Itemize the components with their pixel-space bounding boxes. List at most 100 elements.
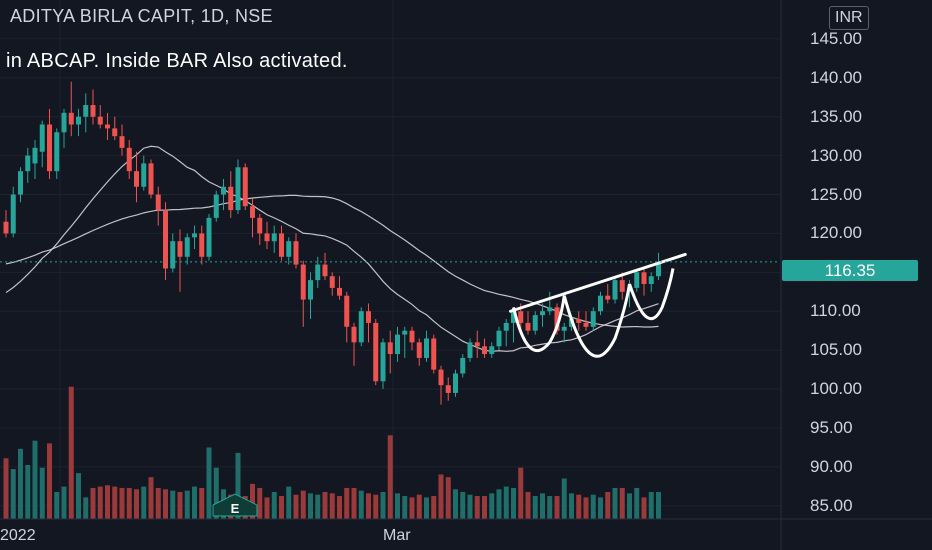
earnings-marker[interactable]: E <box>212 493 258 517</box>
cup-left <box>512 295 566 353</box>
candle <box>460 354 466 378</box>
volume-bar <box>467 494 473 519</box>
volume-bar <box>163 489 168 519</box>
candle-body <box>634 272 640 288</box>
candle-body <box>438 369 444 386</box>
volume-bar <box>431 496 437 519</box>
price-tick-label: 100.00 <box>810 379 862 399</box>
ma-short-line <box>5 145 659 352</box>
volume-bar <box>619 487 625 519</box>
candle-body <box>39 124 45 152</box>
candle <box>656 252 661 281</box>
candle-body <box>213 194 219 218</box>
candle-body <box>467 342 473 358</box>
volume-bar <box>656 492 661 519</box>
volume-bar <box>554 496 560 519</box>
candle <box>54 128 60 179</box>
volume-bar <box>648 492 654 519</box>
candle <box>264 221 270 249</box>
volume-bar <box>206 447 212 519</box>
volume-bar <box>482 496 487 519</box>
candle-body <box>598 295 603 312</box>
volume-bar <box>39 467 45 519</box>
volume-bar <box>547 496 553 519</box>
volume-bar <box>329 493 335 519</box>
candle-body <box>271 233 277 242</box>
volume-bar <box>61 486 67 519</box>
time-tick-label: 2022 <box>0 527 36 544</box>
candle-body <box>228 186 234 211</box>
volume-bar <box>286 486 292 519</box>
price-tick-label: 95.00 <box>810 417 853 437</box>
candle <box>358 307 364 347</box>
candle-body <box>525 322 531 331</box>
price-tick-label: 140.00 <box>810 67 862 87</box>
volume-bar <box>540 493 545 519</box>
candle-body <box>3 221 9 234</box>
volume-bar <box>576 494 582 519</box>
candle <box>271 225 277 253</box>
candle <box>366 303 371 343</box>
volume-bar <box>68 386 74 519</box>
candle <box>228 171 234 218</box>
candle <box>532 311 538 335</box>
candle <box>119 124 125 156</box>
candle-body <box>199 233 205 257</box>
volume-bar <box>32 440 38 519</box>
candle <box>18 167 23 203</box>
candle <box>641 268 647 296</box>
candle-body <box>10 194 16 234</box>
candle-body <box>547 307 553 312</box>
candle-body <box>279 233 284 257</box>
candle-body <box>257 217 263 234</box>
price-tick-label: 105.00 <box>810 340 862 360</box>
candle <box>598 291 603 316</box>
candle <box>337 276 342 300</box>
price-tick-label: 125.00 <box>810 184 862 204</box>
candle-body <box>641 272 647 285</box>
candle <box>467 338 473 362</box>
volume-bar <box>387 435 393 519</box>
candle <box>387 330 393 374</box>
candle-body <box>119 136 125 148</box>
volume-bar <box>358 490 364 519</box>
volume-bar <box>366 493 371 519</box>
candle <box>329 272 335 296</box>
candle <box>3 210 9 238</box>
candle-body <box>590 311 596 327</box>
price-tick-label: 85.00 <box>810 495 853 515</box>
currency-badge[interactable]: INR <box>829 6 869 30</box>
candle-body <box>576 319 582 323</box>
candle <box>199 225 205 265</box>
candle <box>308 272 313 320</box>
volume-bar <box>315 494 321 519</box>
candle <box>177 229 183 292</box>
candle-body <box>474 342 480 347</box>
volume-bar <box>445 477 451 519</box>
candle-body <box>112 128 118 137</box>
volume-bar <box>344 487 350 519</box>
candle <box>206 213 212 261</box>
candle-body <box>126 147 132 172</box>
candle <box>68 81 74 137</box>
candle-body <box>235 167 241 211</box>
candle-body <box>32 147 38 164</box>
volume-bar <box>525 492 531 519</box>
time-tick-label: Mar <box>383 527 411 544</box>
candle-body <box>351 326 357 343</box>
volume-bar <box>503 486 509 519</box>
candle-body <box>68 112 74 125</box>
candle-body <box>358 311 364 343</box>
volume-bar <box>83 497 89 519</box>
candle-body <box>453 373 458 393</box>
candle <box>47 108 52 179</box>
volume-bar <box>105 485 110 519</box>
volume-bar <box>532 496 538 519</box>
candle-body <box>163 210 168 269</box>
candle <box>583 311 589 331</box>
candle <box>344 291 350 343</box>
candle-body <box>47 124 52 172</box>
candle-body <box>206 217 212 257</box>
candle-body <box>184 237 190 257</box>
